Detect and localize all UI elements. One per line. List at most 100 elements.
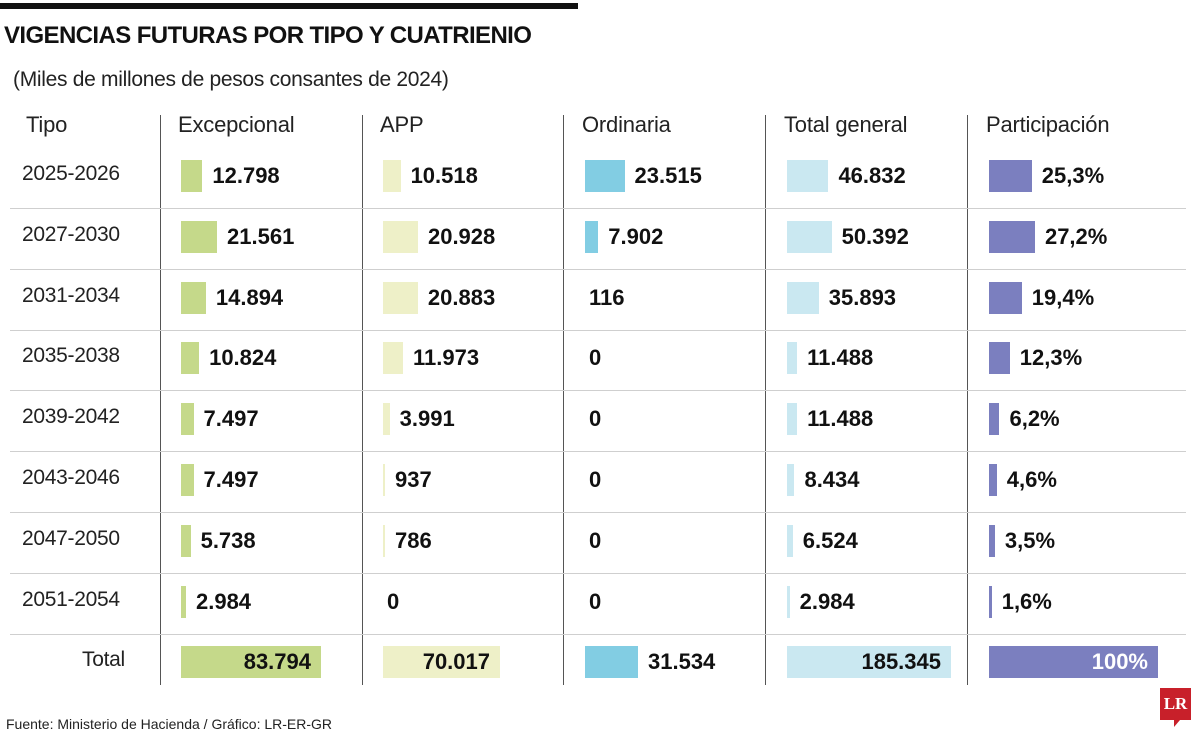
cell-value: 937 (395, 467, 432, 492)
header-3: Total general (784, 112, 908, 137)
top-rule (0, 3, 578, 9)
cell-value: 6,2% (1009, 406, 1060, 432)
cell-value: 0 (387, 588, 400, 614)
cell-value: 3.991 (399, 406, 455, 432)
row-divider (10, 633, 1186, 635)
row-divider (10, 329, 1186, 331)
cell-value: 11.973 (413, 345, 480, 371)
row-label: 2051-2054 (22, 587, 120, 611)
cell-value: 8.434 (804, 467, 860, 492)
cell-value: 2.984 (799, 588, 855, 614)
cell-value: 20.883 (427, 284, 496, 310)
total-value: 83.794 (243, 649, 311, 675)
header-tipo: Tipo (26, 112, 68, 137)
total-bar (585, 646, 638, 679)
bar-app (383, 220, 418, 253)
cell-value: 46.832 (838, 163, 906, 188)
bar-app (383, 403, 390, 436)
row-divider (10, 512, 1186, 513)
row-label: 2047-2050 (22, 526, 120, 550)
header-4: Participación (986, 112, 1110, 137)
row-divider (10, 268, 1186, 270)
cell-value: 10.518 (410, 163, 478, 188)
total-value: 100% (1091, 649, 1148, 675)
bar-excepcional (181, 464, 194, 496)
cell-value: 0 (589, 527, 602, 553)
total-bar (787, 646, 951, 679)
column-divider (967, 115, 968, 685)
row-label: 2043-2046 (22, 466, 120, 489)
cell-value: 19,4% (1031, 284, 1095, 310)
column-divider (160, 115, 161, 685)
cell-value: 25,3% (1041, 163, 1105, 188)
cell-value: 116 (589, 284, 625, 310)
cell-value: 2.984 (195, 588, 252, 614)
bar-app (383, 464, 385, 496)
total-value: 185.345 (861, 649, 941, 675)
cell-value: 12,3% (1019, 345, 1083, 371)
cell-value: 7.497 (203, 467, 259, 492)
chart-subtitle: (Miles de millones de pesos consantes de… (13, 68, 449, 91)
cell-value: 12.798 (212, 163, 280, 188)
cell-value: 10.824 (209, 345, 277, 371)
total-label: Total (82, 648, 125, 672)
cell-value: 0 (589, 588, 602, 614)
bar-app (383, 524, 385, 557)
bar-total-general (787, 585, 790, 618)
bar-excepcional (181, 403, 194, 436)
row-label: 2039-2042 (22, 405, 120, 429)
row-divider (10, 451, 1186, 453)
cell-value: 11.488 (807, 406, 874, 432)
cell-value: 786 (395, 527, 432, 553)
cell-value: 7.902 (608, 223, 664, 249)
cell-value: 27,2% (1044, 223, 1108, 249)
bar-total-general (787, 342, 798, 375)
cell-value: 7.497 (203, 406, 259, 432)
row-label: 2035-2038 (22, 344, 120, 368)
row-divider (10, 390, 1186, 392)
bar-total-general (787, 160, 829, 192)
bar-excepcional (181, 160, 203, 192)
row-divider (10, 572, 1186, 574)
column-divider (563, 115, 564, 685)
bar-excepcional (181, 342, 200, 375)
cell-value: 3,5% (1004, 527, 1056, 553)
row-divider (10, 208, 1186, 209)
row-label: 2027-2030 (22, 222, 120, 246)
cell-value: 0 (589, 345, 602, 371)
cell-value: 6.524 (802, 527, 858, 553)
bar-app (383, 281, 418, 314)
bar-total-general (787, 403, 798, 436)
cell-value: 50.392 (841, 223, 909, 249)
cell-value: 0 (589, 406, 602, 432)
cell-value: 35.893 (828, 284, 897, 310)
cell-value: 1,6% (1001, 588, 1052, 614)
column-divider (765, 115, 766, 685)
total-value: 70.017 (422, 649, 490, 675)
bar-participación (989, 403, 1000, 436)
bar-excepcional (181, 220, 218, 253)
cell-value: 23.515 (634, 163, 702, 188)
chart-title: VIGENCIAS FUTURAS POR TIPO Y CUATRIENIO (4, 22, 532, 49)
bar-participación (989, 342, 1010, 375)
column-divider (362, 115, 363, 685)
total-bar (989, 646, 1158, 679)
bar-participación (989, 464, 997, 496)
bar-app (383, 160, 401, 192)
source-note: Fuente: Ministerio de Hacienda / Gráfico… (6, 716, 333, 732)
cell-value: 20.928 (427, 223, 496, 249)
bar-participación (989, 585, 992, 618)
bar-participación (989, 160, 1032, 192)
cell-value: 14.894 (215, 284, 284, 310)
total-bar (181, 646, 321, 679)
bar-total-general (787, 281, 819, 314)
total-value: 31.534 (648, 649, 716, 675)
lr-logo: LR (1160, 688, 1191, 727)
header-0: Excepcional (178, 112, 295, 137)
header-2: Ordinaria (582, 112, 671, 137)
bar-ordinaria (585, 220, 599, 253)
bar-participación (989, 281, 1022, 314)
bar-participación (989, 524, 995, 557)
bar-participación (989, 220, 1035, 253)
